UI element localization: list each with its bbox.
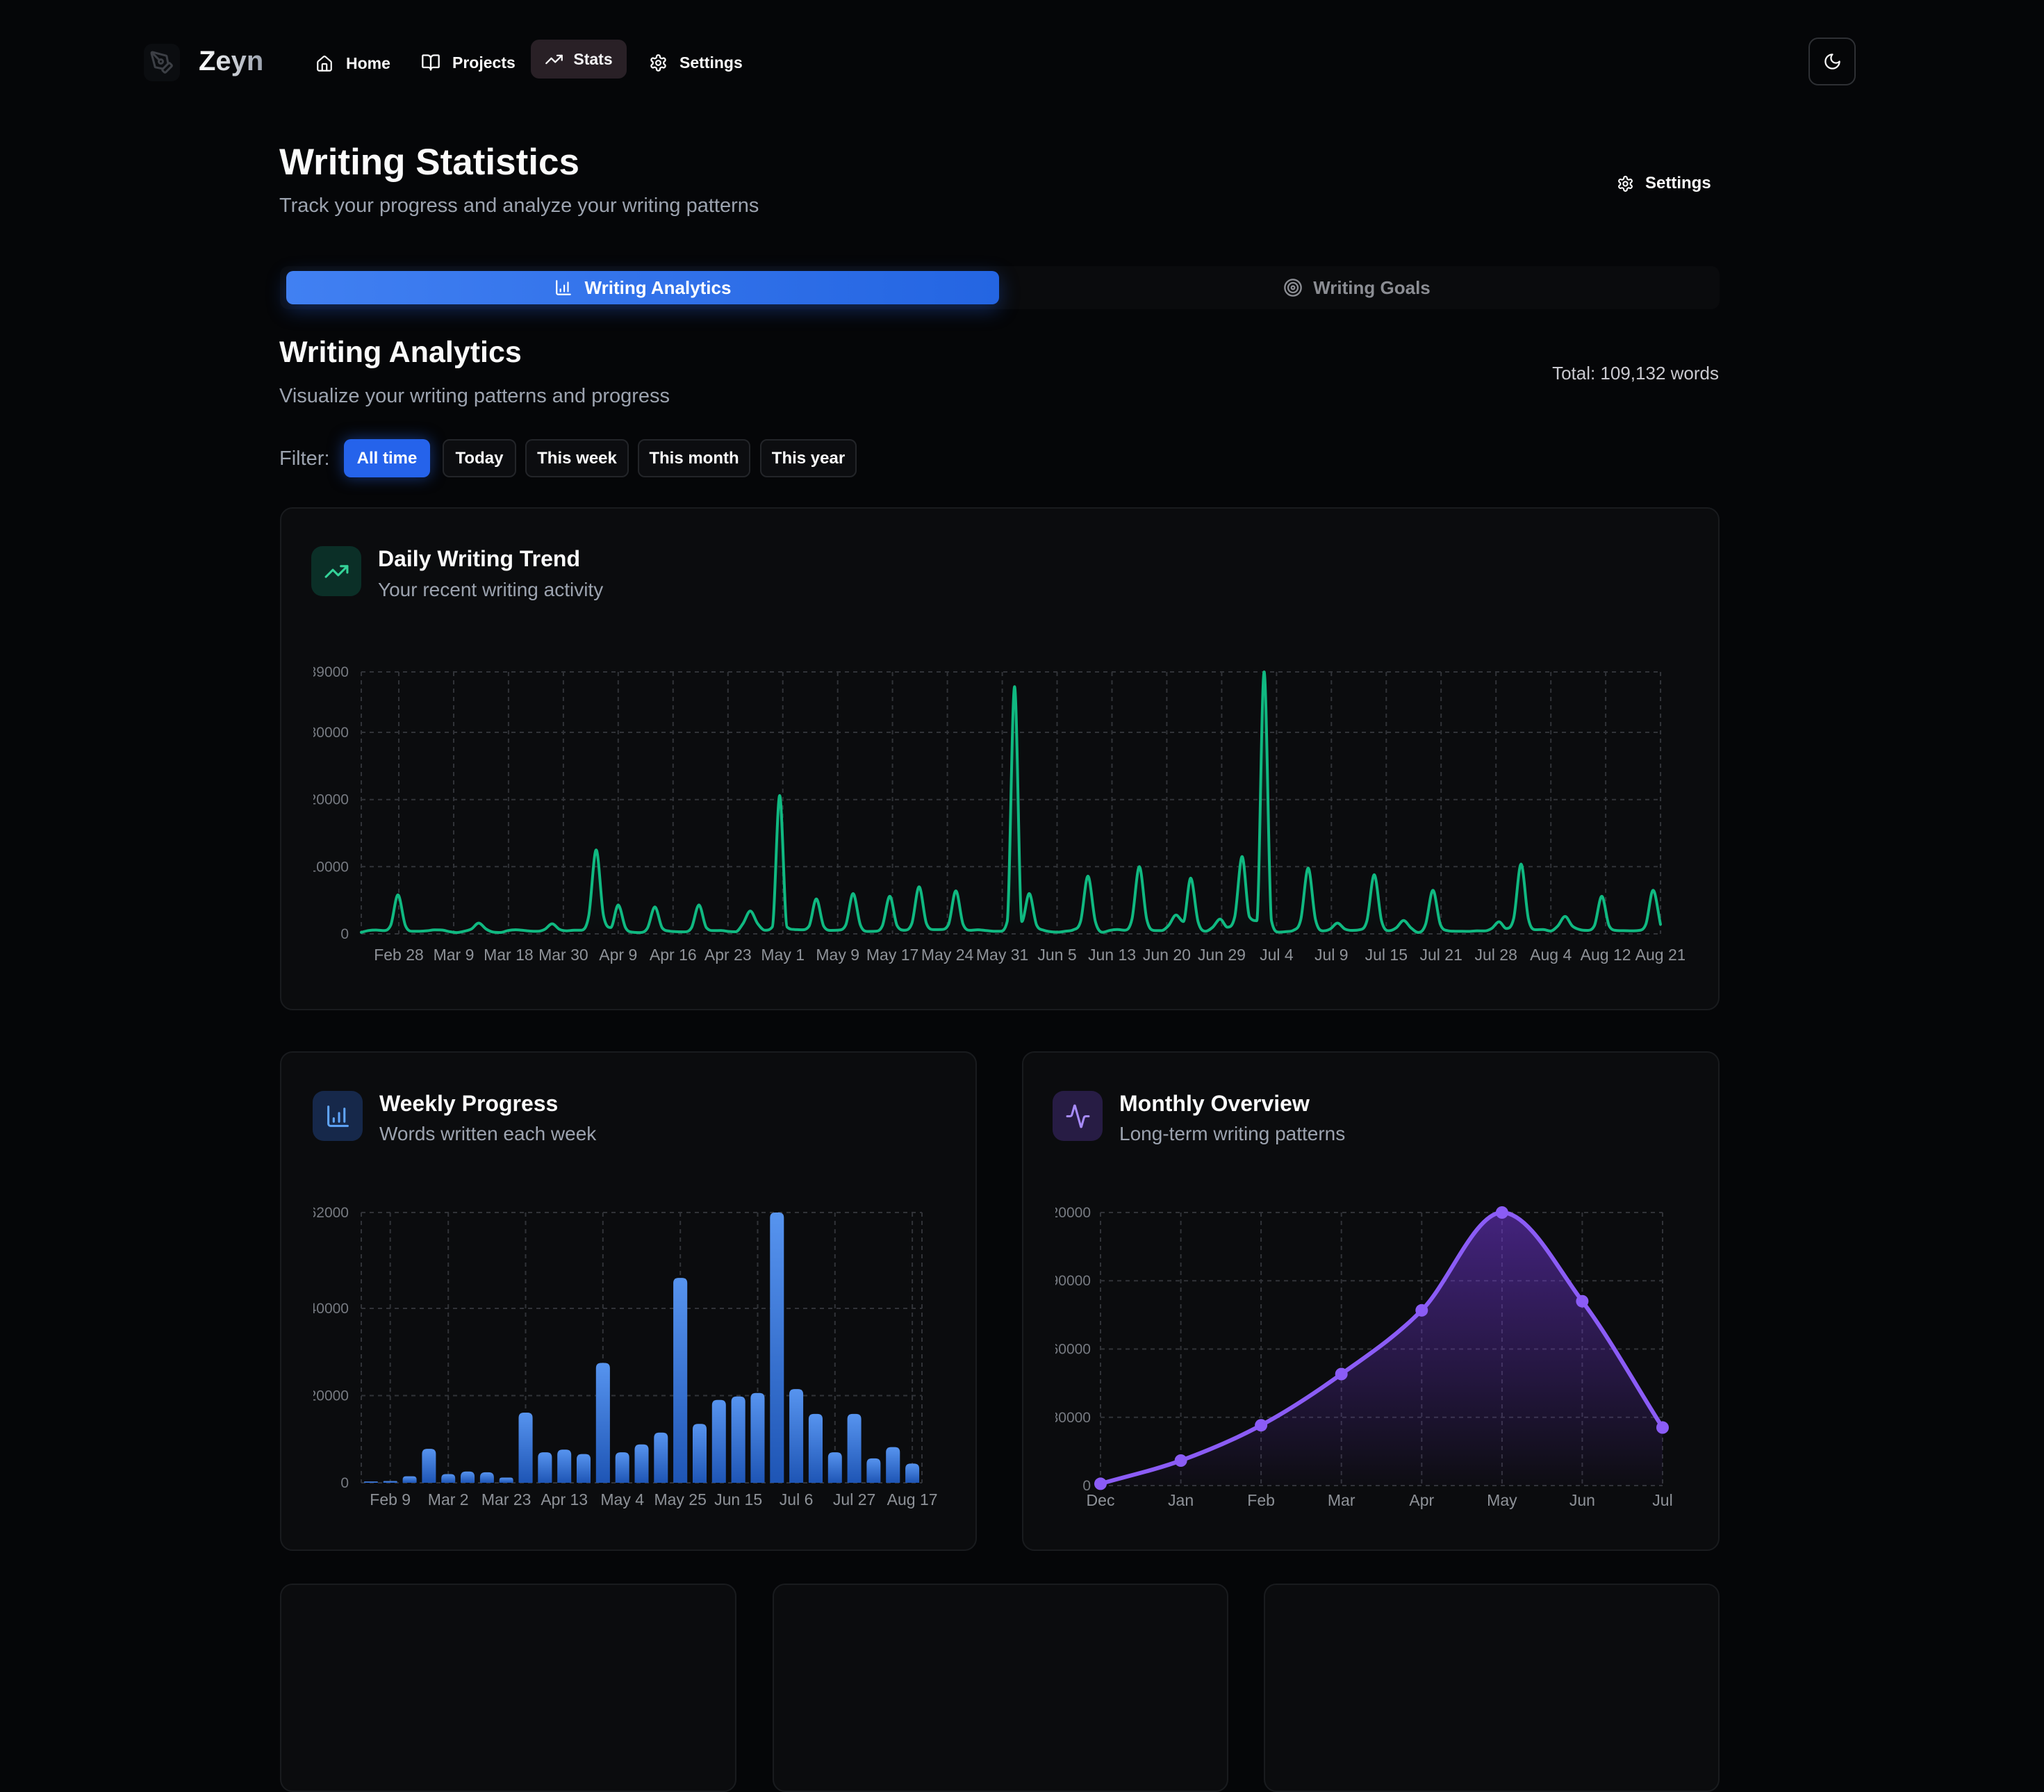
svg-text:0: 0	[340, 1475, 349, 1491]
svg-text:30000: 30000	[313, 725, 349, 741]
svg-text:May 1: May 1	[761, 946, 805, 964]
svg-text:Mar 23: Mar 23	[481, 1490, 531, 1509]
svg-text:May: May	[1487, 1491, 1517, 1509]
svg-text:Apr 13: Apr 13	[541, 1490, 588, 1509]
svg-text:40000: 40000	[313, 1301, 349, 1317]
svg-text:Jul 9: Jul 9	[1314, 946, 1349, 964]
svg-text:Apr 16: Apr 16	[650, 946, 697, 964]
svg-text:60000: 60000	[1055, 1342, 1091, 1358]
svg-text:Apr: Apr	[1409, 1491, 1434, 1509]
svg-text:10000: 10000	[313, 859, 349, 875]
svg-text:Jun: Jun	[1569, 1491, 1595, 1509]
svg-text:Jul 27: Jul 27	[833, 1490, 875, 1509]
svg-text:Jun 29: Jun 29	[1198, 946, 1246, 964]
svg-text:Jun 20: Jun 20	[1143, 946, 1191, 964]
svg-text:Apr 9: Apr 9	[599, 946, 637, 964]
svg-text:Dec: Dec	[1087, 1491, 1115, 1509]
svg-text:Mar 9: Mar 9	[434, 946, 475, 964]
svg-text:Jul 21: Jul 21	[1420, 946, 1462, 964]
svg-text:Feb: Feb	[1247, 1491, 1275, 1509]
svg-text:120000: 120000	[1055, 1205, 1091, 1221]
svg-text:Apr 23: Apr 23	[704, 946, 752, 964]
svg-text:39000: 39000	[313, 664, 349, 680]
svg-text:Jan: Jan	[1168, 1491, 1194, 1509]
svg-text:Feb 9: Feb 9	[370, 1490, 411, 1509]
svg-text:Aug 12: Aug 12	[1581, 946, 1631, 964]
svg-text:May 9: May 9	[816, 946, 859, 964]
svg-text:May 17: May 17	[866, 946, 918, 964]
svg-text:Jun 5: Jun 5	[1037, 946, 1076, 964]
svg-text:Feb 28: Feb 28	[374, 946, 424, 964]
svg-text:Mar 18: Mar 18	[484, 946, 534, 964]
svg-text:Aug 4: Aug 4	[1530, 946, 1572, 964]
svg-text:20000: 20000	[313, 792, 349, 808]
svg-text:Jul 6: Jul 6	[780, 1490, 814, 1509]
svg-text:Mar: Mar	[1328, 1491, 1355, 1509]
svg-text:Jul 4: Jul 4	[1260, 946, 1294, 964]
svg-text:90000: 90000	[1055, 1273, 1091, 1289]
svg-text:Jun 13: Jun 13	[1088, 946, 1136, 964]
svg-text:0: 0	[1082, 1478, 1091, 1494]
svg-text:Jul 28: Jul 28	[1475, 946, 1517, 964]
svg-text:Jul: Jul	[1652, 1491, 1672, 1509]
svg-text:Mar 2: Mar 2	[428, 1490, 469, 1509]
svg-text:May 24: May 24	[921, 946, 974, 964]
svg-text:May 4: May 4	[600, 1490, 644, 1509]
svg-text:Mar 30: Mar 30	[538, 946, 588, 964]
svg-text:May 25: May 25	[654, 1490, 706, 1509]
svg-text:Jul 15: Jul 15	[1365, 946, 1408, 964]
svg-text:May 31: May 31	[976, 946, 1028, 964]
svg-text:30000: 30000	[1055, 1410, 1091, 1426]
svg-text:20000: 20000	[313, 1388, 349, 1404]
svg-text:Aug 21: Aug 21	[1635, 946, 1685, 964]
svg-text:Aug 17: Aug 17	[887, 1490, 938, 1509]
svg-text:62000: 62000	[313, 1205, 349, 1221]
svg-text:0: 0	[340, 926, 349, 942]
svg-text:Jun 15: Jun 15	[714, 1490, 762, 1509]
